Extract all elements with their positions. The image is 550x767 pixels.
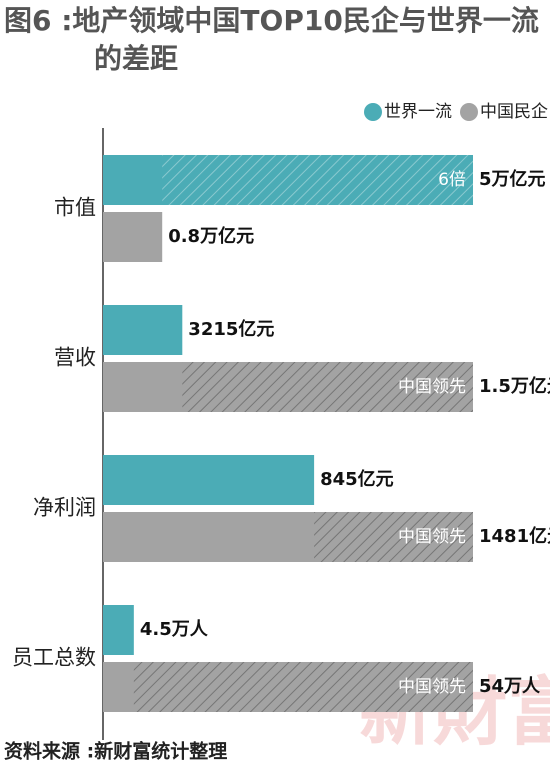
annotation: 中国领先 <box>398 527 466 547</box>
category-label: 营收 <box>54 346 96 370</box>
value-label: 5万亿元 <box>479 168 546 190</box>
annotation: 中国领先 <box>398 377 466 397</box>
value-label: 54万人 <box>479 676 541 697</box>
chart-title: 图6 :地产领域中国TOP10民企与世界一流的差距 <box>4 4 539 75</box>
legend-label: 中国民企 <box>480 102 548 122</box>
annotation: 中国领先 <box>398 677 466 697</box>
category-label: 净利润 <box>33 496 96 520</box>
annotation: 6倍 <box>438 170 466 190</box>
value-label: 0.8万亿元 <box>168 225 254 247</box>
legend-swatch <box>364 103 382 121</box>
value-label: 4.5万人 <box>140 619 209 640</box>
value-label: 845亿元 <box>320 468 394 490</box>
lead-hatch <box>133 662 474 712</box>
bar <box>103 305 183 355</box>
lead-hatch <box>314 512 473 562</box>
lead-hatch <box>162 155 473 205</box>
bar <box>103 605 134 655</box>
legend-label: 世界一流 <box>384 102 452 122</box>
source: 资料来源 :新财富统计整理 <box>4 740 227 763</box>
category-label: 员工总数 <box>12 646 96 670</box>
bar <box>103 212 163 262</box>
legend-swatch <box>460 103 478 121</box>
category-label: 市值 <box>54 196 96 220</box>
lead-hatch <box>182 362 473 412</box>
bar <box>103 455 315 505</box>
value-label: 3215亿元 <box>188 318 274 340</box>
value-label: 1481亿元 <box>479 525 550 547</box>
value-label: 1.5万亿元 <box>479 375 550 397</box>
